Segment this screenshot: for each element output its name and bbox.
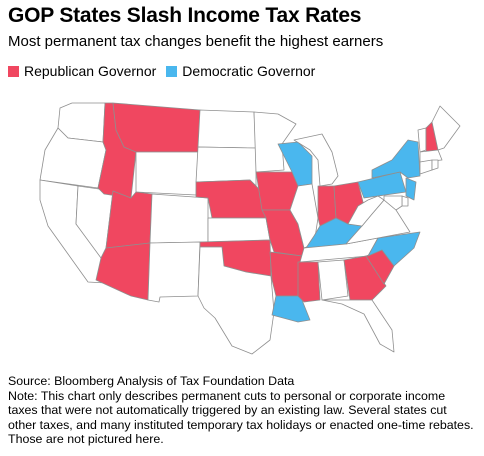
chart-note: Note: This chart only describes permanen… — [8, 388, 474, 447]
state-ma — [419, 149, 443, 163]
state-wy — [135, 151, 199, 196]
state-ms — [297, 261, 321, 303]
legend-swatch-democratic — [166, 65, 178, 77]
state-nj — [405, 177, 417, 201]
state-mt — [112, 102, 201, 153]
state-tx — [197, 246, 275, 355]
state-ct — [419, 159, 433, 175]
us-state-map — [39, 102, 461, 355]
legend-swatch-republican — [8, 65, 19, 77]
state-ar — [269, 251, 303, 297]
legend-label-democratic: Democratic Governor — [182, 63, 316, 79]
state-me — [431, 105, 461, 151]
state-md — [383, 195, 403, 211]
state-ny — [371, 139, 421, 179]
legend-item-democratic: Democratic Governor — [166, 63, 315, 79]
state-mi — [293, 133, 339, 187]
legend: Republican Governor Democratic Governor — [8, 63, 325, 79]
source-note: Source: Bloomberg Analysis of Tax Founda… — [8, 374, 295, 388]
state-co — [149, 193, 209, 244]
legend-label-republican: Republican Governor — [24, 63, 157, 79]
state-nd — [197, 109, 257, 149]
state-ri — [431, 159, 439, 171]
state-ga — [343, 255, 387, 301]
state-nm — [147, 241, 201, 303]
footer: Source: Bloomberg Analysis of Tax Founda… — [8, 374, 478, 447]
state-az — [95, 242, 151, 301]
state-ks — [207, 217, 271, 243]
page-subtitle: Most permanent tax changes benefit the h… — [8, 33, 384, 50]
state-fl — [321, 299, 395, 353]
state-al — [317, 259, 349, 301]
state-vt — [417, 127, 427, 153]
state-wv — [347, 195, 385, 227]
legend-item-republican: Republican Governor — [8, 63, 156, 79]
state-de — [401, 195, 409, 207]
page-title: GOP States Slash Income Tax Rates — [8, 4, 362, 27]
state-ut — [105, 190, 153, 249]
